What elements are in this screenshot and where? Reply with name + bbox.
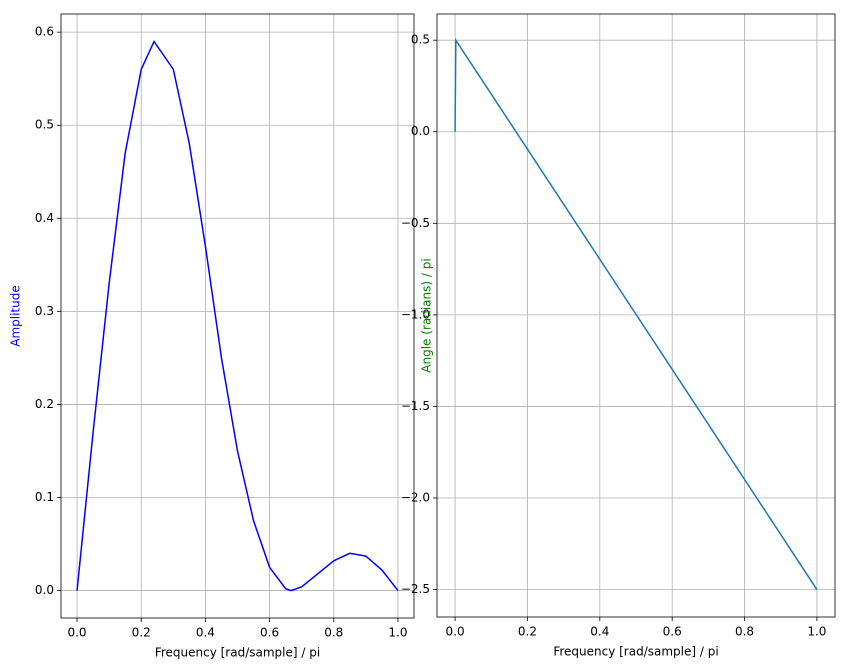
y-tick-label: 0.0 <box>411 124 430 138</box>
x-tick-label: 0.0 <box>67 626 86 640</box>
axes-frame <box>436 13 836 618</box>
y-tick-label: 0.0 <box>35 583 54 597</box>
y-axis-label: Angle (radians) / pi <box>420 258 434 372</box>
data-line <box>454 37 818 590</box>
y-tick-label: 0.1 <box>35 490 54 504</box>
y-tick-label: −2.5 <box>401 582 430 596</box>
y-tick-label: −1.0 <box>401 307 430 321</box>
x-tick-label: 0.8 <box>324 626 343 640</box>
x-axis-label: Frequency [rad/sample] / pi <box>155 646 320 660</box>
y-tick-label: 0.3 <box>35 304 54 318</box>
x-tick-label: 0.2 <box>518 625 537 639</box>
y-axis-label: Amplitude <box>9 285 23 347</box>
x-tick-label: 1.0 <box>807 625 826 639</box>
x-axis-label: Frequency [rad/sample] / pi <box>553 645 718 659</box>
x-tick-label: 0.8 <box>735 625 754 639</box>
data-line <box>76 39 399 592</box>
axes-frame <box>60 13 415 619</box>
x-tick-label: 1.0 <box>388 626 407 640</box>
y-tick-label: −2.0 <box>401 490 430 504</box>
x-tick-label: 0.0 <box>446 625 465 639</box>
y-tick-label: 0.4 <box>35 211 54 225</box>
y-tick-label: 0.5 <box>411 33 430 47</box>
y-tick-label: −0.5 <box>401 216 430 230</box>
x-tick-label: 0.2 <box>132 626 151 640</box>
y-tick-label: 0.6 <box>35 25 54 39</box>
x-tick-label: 0.6 <box>260 626 279 640</box>
x-tick-label: 0.4 <box>590 625 609 639</box>
x-tick-label: 0.6 <box>663 625 682 639</box>
y-tick-label: 0.5 <box>35 118 54 132</box>
y-tick-label: 0.2 <box>35 397 54 411</box>
y-tick-label: −1.5 <box>401 399 430 413</box>
x-tick-label: 0.4 <box>196 626 215 640</box>
